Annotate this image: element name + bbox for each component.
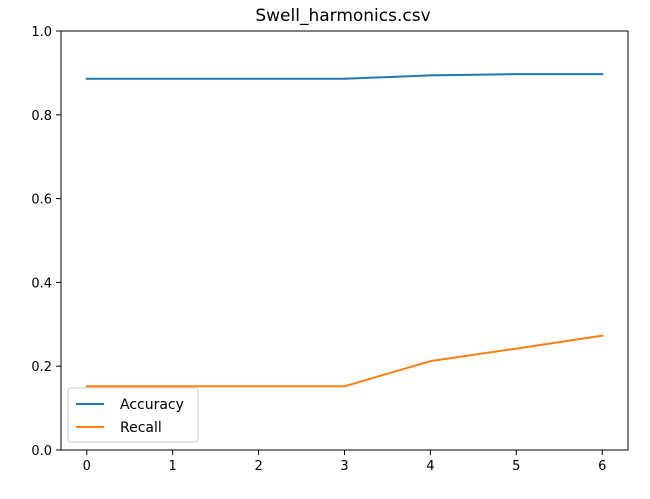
legend-label-recall: Recall <box>120 420 162 436</box>
y-axis: 0.0 0.2 0.4 0.6 0.8 1.0 <box>31 25 61 459</box>
y-tick-label: 0.8 <box>31 109 52 124</box>
y-tick-label: 0.2 <box>31 360 52 375</box>
x-tick-label: 5 <box>512 459 520 474</box>
series-layer <box>85 73 604 388</box>
chart-title: Swell_harmonics.csv <box>255 6 430 26</box>
x-tick-label: 0 <box>83 459 91 474</box>
series-line-recall <box>85 334 604 388</box>
x-tick-label: 4 <box>426 459 434 474</box>
y-tick-label: 1.0 <box>31 25 52 40</box>
legend: Accuracy Recall <box>67 387 199 443</box>
legend-label-accuracy: Accuracy <box>120 397 184 413</box>
y-tick-label: 0.4 <box>31 276 52 291</box>
y-tick-label: 0.0 <box>31 444 52 459</box>
x-axis: 0 1 2 3 4 5 6 <box>83 450 606 474</box>
x-tick-label: 3 <box>340 459 348 474</box>
series-line-accuracy <box>85 73 604 80</box>
legend-box <box>67 387 199 443</box>
x-tick-label: 2 <box>254 459 262 474</box>
y-tick-label: 0.6 <box>31 193 52 208</box>
x-tick-label: 1 <box>169 459 177 474</box>
x-tick-label: 6 <box>598 459 606 474</box>
